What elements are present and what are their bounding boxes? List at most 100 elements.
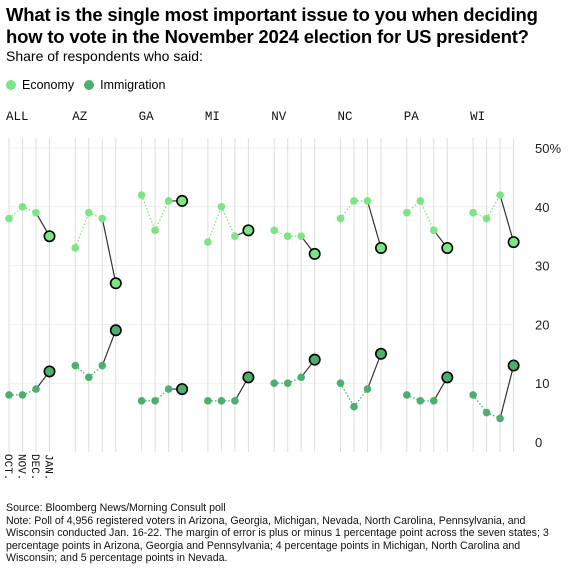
immigration-point (336, 379, 345, 388)
economy-point (32, 208, 40, 217)
immigration-point (137, 397, 146, 405)
panel-pa: PA (403, 110, 454, 452)
legend-item-economy: Economy (6, 78, 74, 92)
economy-point (242, 224, 255, 237)
panel-label: GA (139, 110, 155, 124)
panel-nc: NC (336, 110, 387, 452)
y-tick-label: 30 (535, 259, 549, 274)
panel-label: MI (205, 110, 220, 124)
immigration-connector (339, 382, 355, 408)
immigration-point (43, 365, 56, 378)
economy-connector (74, 212, 90, 249)
x-tick-label: OCT. (1, 454, 13, 480)
immigration-point (283, 379, 292, 388)
panel-mi: MI (204, 110, 255, 452)
legend-swatch-immigration (84, 80, 95, 90)
legend-label-immigration: Immigration (100, 78, 166, 92)
immigration-connector (406, 394, 421, 402)
legend-label-economy: Economy (22, 78, 75, 92)
immigration-point (270, 379, 279, 388)
panel-label: PA (404, 110, 420, 124)
source-text: Source: Bloomberg News/Morning Consult p… (6, 502, 226, 514)
panel-label: AZ (72, 110, 88, 124)
panel-label: WI (470, 110, 485, 124)
immigration-connector (287, 376, 302, 384)
immigration-point (363, 385, 372, 393)
legend: Economy Immigration (6, 78, 175, 92)
economy-point (204, 238, 212, 246)
immigration-point (231, 397, 239, 405)
immigration-point (204, 397, 212, 405)
economy-point (374, 241, 387, 254)
immigration-point (71, 361, 80, 370)
economy-point (164, 197, 173, 205)
economy-point (496, 191, 504, 199)
immigration-point (5, 391, 13, 399)
y-tick-label: 50% (535, 141, 561, 156)
immigration-point (496, 414, 504, 423)
economy-point (430, 226, 438, 235)
economy-point (363, 197, 372, 205)
immigration-point (416, 397, 425, 405)
panel-label: NV (271, 110, 287, 124)
panel-all: ALL (5, 110, 56, 452)
economy-point (18, 203, 27, 211)
economy-point (283, 232, 292, 240)
economy-last-segment (101, 218, 117, 284)
y-tick-label: 10 (535, 376, 549, 391)
immigration-point (217, 397, 226, 405)
legend-item-immigration: Immigration (84, 78, 165, 92)
immigration-connector (22, 388, 37, 396)
immigration-point (374, 347, 387, 360)
economy-point (109, 277, 122, 290)
economy-point (297, 232, 306, 240)
x-tick-label: JAN. (42, 454, 54, 480)
economy-connector (22, 206, 37, 214)
immigration-point (109, 324, 122, 337)
immigration-point (18, 391, 27, 399)
economy-connector (207, 206, 223, 243)
footnotes: Source: Bloomberg News/Morning Consult p… (6, 502, 564, 565)
immigration-point (430, 397, 438, 405)
economy-point (336, 214, 345, 223)
immigration-connector (486, 412, 501, 420)
economy-point (176, 194, 189, 207)
x-tick-label: NOV. (15, 454, 27, 480)
economy-connector (486, 194, 501, 219)
panel-label: ALL (6, 110, 29, 124)
panel-az: AZ (71, 110, 122, 452)
economy-connector (220, 206, 236, 237)
immigration-point (308, 353, 321, 366)
economy-connector (154, 200, 170, 231)
immigration-point (98, 361, 107, 370)
immigration-point (176, 383, 189, 396)
economy-point (217, 203, 226, 211)
economy-connector (419, 200, 435, 231)
economy-point (85, 208, 93, 217)
economy-last-segment (366, 200, 382, 249)
immigration-last-segment (499, 365, 515, 419)
y-tick-label: 40 (535, 200, 549, 215)
economy-point (71, 244, 80, 252)
note-text: Note: Poll of 4,956 registered voters in… (6, 514, 549, 565)
economy-point (5, 214, 13, 223)
economy-point (441, 241, 454, 254)
economy-point (403, 208, 411, 217)
economy-connector (88, 212, 103, 220)
economy-last-segment (499, 194, 515, 243)
economy-connector (273, 229, 288, 237)
panel-ga: GA (137, 110, 189, 452)
economy-point (270, 226, 279, 235)
y-tick-label: 20 (535, 317, 549, 332)
immigration-point (242, 371, 255, 384)
economy-connector (140, 194, 156, 231)
economy-point (507, 236, 520, 249)
immigration-point (164, 385, 173, 393)
economy-connector (472, 212, 487, 220)
immigration-point (297, 373, 306, 382)
immigration-point (403, 391, 411, 399)
economy-point (416, 197, 425, 205)
economy-point (482, 214, 491, 223)
panel-wi: WI (469, 110, 520, 452)
economy-point (350, 197, 358, 205)
